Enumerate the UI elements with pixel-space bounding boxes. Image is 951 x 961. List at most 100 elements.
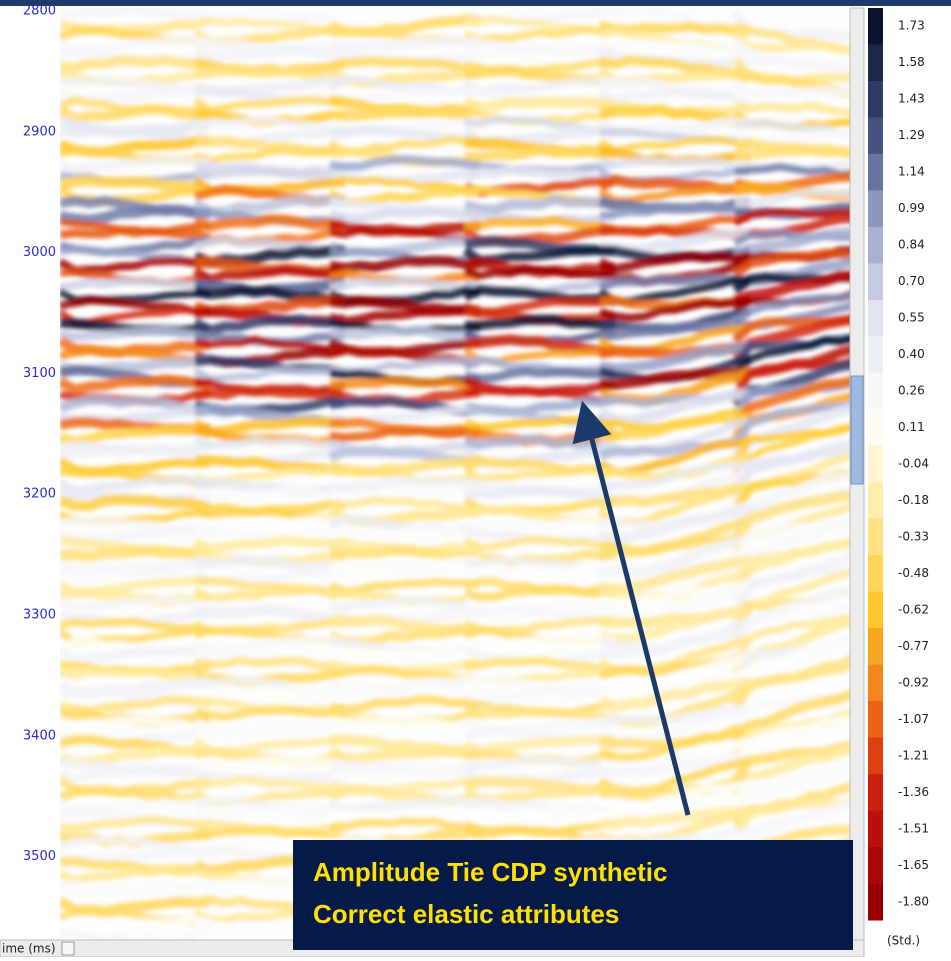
seismic-band — [193, 436, 346, 451]
seismic-band — [327, 744, 481, 764]
seismic-band — [329, 595, 481, 613]
colorbar-swatch — [868, 445, 883, 483]
seismic-band — [60, 155, 211, 175]
colorbar-swatch — [868, 372, 883, 410]
seismic-band — [60, 767, 211, 783]
seismic-band — [327, 525, 481, 546]
colorbar-swatch — [868, 117, 883, 155]
colorbar-label: -0.04 — [898, 457, 929, 471]
seismic-band — [733, 208, 850, 227]
seismic-band — [60, 916, 211, 934]
seismic-band — [60, 104, 211, 125]
colorbar-label: -0.33 — [898, 529, 929, 543]
seismic-band — [731, 516, 850, 568]
colorbar-swatch — [868, 409, 883, 447]
seismic-band — [60, 225, 212, 243]
seismic-band — [731, 444, 850, 500]
colorbar-label: 0.55 — [898, 311, 925, 325]
seismic-band — [60, 494, 212, 514]
seismic-band — [732, 30, 850, 55]
seismic-band — [463, 194, 616, 215]
seismic-band — [60, 374, 211, 395]
scroll-thumb[interactable] — [850, 375, 864, 485]
seismic-band — [329, 275, 481, 294]
seismic-band — [329, 694, 482, 714]
seismic-band — [329, 155, 481, 172]
seismic-band — [732, 49, 850, 76]
y-tick-label: 3200 — [23, 487, 56, 502]
seismic-band — [60, 784, 211, 806]
seismic-band — [734, 162, 850, 179]
seismic-band — [732, 799, 850, 850]
seismic-band — [60, 204, 211, 226]
seismic-band — [731, 469, 850, 527]
seismic-band — [463, 165, 616, 185]
seismic-band — [597, 389, 751, 427]
seismic-band — [60, 665, 212, 686]
y-tick-label: 3400 — [23, 728, 56, 743]
seismic-band — [194, 825, 346, 844]
seismic-band — [731, 689, 850, 746]
seismic-band — [731, 689, 850, 737]
colorbar-label: 1.43 — [898, 92, 925, 106]
colorbar-label: 0.26 — [898, 384, 925, 398]
colorbar-swatch — [868, 555, 883, 593]
colorbar-label: 0.99 — [898, 201, 925, 215]
colorbar-label: -1.51 — [898, 821, 929, 835]
annotation-line: Amplitude Tie CDP synthetic — [313, 857, 667, 887]
seismic-band — [193, 116, 346, 133]
axis-label: ime (ms) — [2, 942, 56, 956]
seismic-band — [328, 795, 481, 814]
colorbar-swatch — [868, 664, 883, 702]
seismic-band — [193, 635, 346, 656]
seismic-band — [731, 376, 850, 430]
seismic-band — [734, 188, 850, 208]
seismic-band — [194, 335, 346, 355]
y-tick-label: 3500 — [23, 849, 56, 864]
colorbar-label: 0.40 — [898, 347, 925, 361]
seismic-band — [730, 468, 850, 520]
colorbar-swatch — [868, 299, 883, 337]
seismic-band — [731, 539, 850, 598]
seismic-band — [328, 56, 481, 73]
seismic-band — [192, 96, 346, 115]
colorbar-label: -1.36 — [898, 785, 929, 799]
seismic-band — [329, 255, 481, 274]
colorbar-swatch — [868, 628, 883, 666]
seismic-band — [60, 276, 211, 292]
seismic-band — [60, 55, 211, 73]
seismic-band — [463, 735, 616, 756]
colorbar-swatch — [868, 701, 883, 739]
colorbar-swatch — [868, 263, 883, 301]
seismic-band — [732, 292, 850, 325]
seismic-band — [733, 270, 850, 306]
seismic-band — [464, 144, 616, 163]
seismic-band — [60, 617, 212, 636]
seismic-band — [60, 325, 211, 341]
seismic-band — [60, 446, 211, 463]
seismic-band — [464, 656, 616, 674]
colorbar-swatch — [868, 737, 883, 775]
seismic-band — [463, 434, 617, 456]
colorbar-label: -1.21 — [898, 748, 929, 762]
y-tick-label: 2800 — [23, 4, 56, 19]
seismic-band — [731, 768, 850, 818]
seismic-band — [193, 804, 346, 825]
seismic-band — [194, 165, 346, 184]
seismic-band — [60, 545, 211, 562]
colorbar-label: 0.70 — [898, 274, 925, 288]
colorbar-label: 1.73 — [898, 19, 925, 33]
seismic-band — [464, 367, 616, 384]
colorbar-swatch — [868, 591, 883, 629]
seismic-band — [464, 806, 616, 821]
colorbar-label: -0.77 — [898, 639, 929, 653]
y-tick-label: 3000 — [23, 245, 56, 260]
seismic-band — [60, 175, 211, 195]
seismic-band — [329, 375, 481, 393]
scroll-left-button[interactable] — [61, 941, 75, 956]
seismic-band — [329, 645, 481, 661]
seismic-band — [329, 715, 481, 734]
seismic-band — [731, 586, 850, 650]
seismic-band — [329, 816, 481, 834]
